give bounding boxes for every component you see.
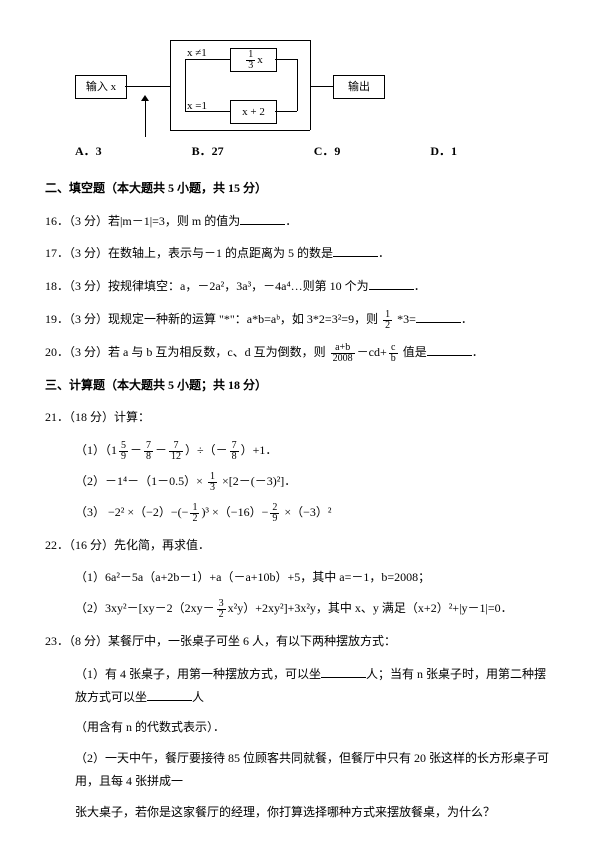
option-b: B．27 <box>192 140 224 163</box>
q17: 17．（3 分）在数轴上，表示与－1 的点距离为 5 的数是． <box>45 242 550 265</box>
q23: 23．（8 分）某餐厅中，一张桌子可坐 6 人，有以下两种摆放方式： <box>45 630 550 653</box>
input-box: 输入 x <box>75 75 127 99</box>
op-top-box: 13 x <box>230 48 277 72</box>
flowchart-diagram: 输入 x 13 x x + 2 输出 x ≠1 x =1 <box>75 40 550 130</box>
cond-top-label: x ≠1 <box>187 43 207 64</box>
q20: 20．（3 分）若 a 与 b 互为相反数，c、d 互为倒数，则 a+b2008… <box>45 341 550 364</box>
option-a: A．3 <box>75 140 102 163</box>
section-3-head: 三、计算题（本大题共 5 小题；共 18 分） <box>45 374 550 397</box>
q23-2: （2）一天中午，餐厅要接待 85 位顾客共同就餐，但餐厅中只有 20 张这样的长… <box>75 747 550 793</box>
answer-options: A．3 B．27 C．9 D．1 <box>75 140 550 163</box>
q21-3: （3） −2² ×（−2）−(−12)³ ×（−16）−29 ×（−3）² <box>75 501 550 524</box>
q21: 21．（18 分）计算： <box>45 406 550 429</box>
q21-2: （2）－1⁴－（1－0.5）× 13 ×[2－(－3)²]． <box>75 470 550 493</box>
q23-1b: （用含有 n 的代数式表示）． <box>75 716 550 739</box>
option-c: C．9 <box>314 140 341 163</box>
q22-2: （2）3xy²－[xy－2（2xy－32x²y）+2xy²]+3x²y，其中 x… <box>75 597 550 620</box>
q19: 19．（3 分）现规定一种新的运算 "*"：a*b=aᵇ，如 3*2=3²=9，… <box>45 308 550 331</box>
q23-1: （1）有 4 张桌子，用第一种摆放方式，可以坐人；当有 n 张桌子时，用第二种摆… <box>75 663 550 709</box>
q22-1: （1）6a²－5a（a+2b－1）+a（－a+10b）+5，其中 a=－1，b=… <box>75 566 550 589</box>
cond-bot-label: x =1 <box>187 96 207 117</box>
q18: 18．（3 分）按规律填空：a，－2a²，3a³，－4a⁴…则第 10 个为． <box>45 275 550 298</box>
output-box: 输出 <box>333 75 385 99</box>
q21-1: （1）（159－78－712）÷（－78）+1． <box>75 439 550 462</box>
q16: 16．（3 分）若|m－1|=3，则 m 的值为． <box>45 210 550 233</box>
op-bot-box: x + 2 <box>230 100 277 124</box>
q23-2b: 张大桌子，若你是这家餐厅的经理，你打算选择哪种方式来摆放餐桌，为什么？ <box>75 801 550 824</box>
section-2-head: 二、填空题（本大题共 5 小题，共 15 分） <box>45 177 550 200</box>
q22: 22．（16 分）先化简，再求值． <box>45 534 550 557</box>
arrow-up <box>141 95 149 101</box>
option-d: D．1 <box>430 140 457 163</box>
